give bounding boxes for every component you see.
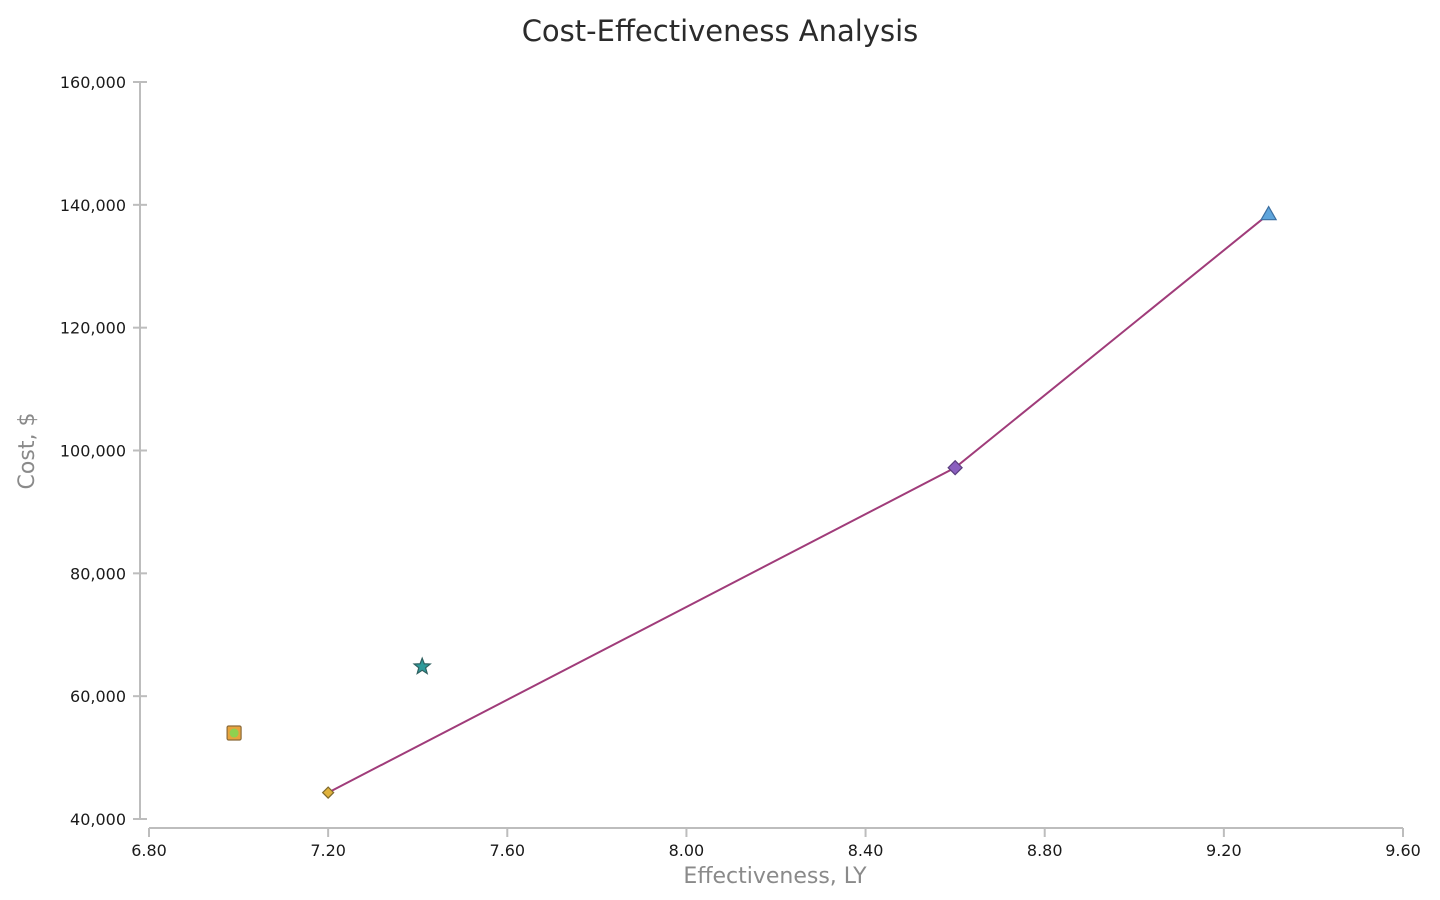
x-tick-label: 6.80 [131,841,167,860]
efficient-frontier-line [327,213,1270,794]
data-point-square [226,725,242,741]
x-tick-label: 7.60 [489,841,525,860]
y-ticks: 40,000 60,000 80,000 100,000 120,000 140,000 1… [60,73,147,829]
x-tick-label: 9.60 [1385,841,1421,860]
axes [139,82,1403,829]
y-tick-label: 100,000 [60,442,126,461]
y-tick-label: 60,000 [70,687,126,706]
data-point-triangle [1260,205,1278,221]
x-tick-label: 9.20 [1206,841,1242,860]
y-tick-label: 120,000 [60,319,126,338]
x-tick-label: 8.00 [669,841,705,860]
y-tick-label: 140,000 [60,196,126,215]
y-tick-label: 80,000 [70,564,126,583]
y-tick-label: 160,000 [60,73,126,92]
data-point-star [412,656,432,675]
y-tick-label: 40,000 [70,810,126,829]
x-tick-label: 7.20 [310,841,346,860]
chart-title: Cost-Effectiveness Analysis [522,14,919,48]
frontier-line [327,213,1270,794]
data-point-diamond [947,459,963,476]
x-axis-label: Effectiveness, LY [683,864,867,889]
data-point-small-diamond [321,786,335,799]
x-tick-label: 8.40 [848,841,884,860]
x-ticks: 6.80 7.20 7.60 8.00 8.40 8.80 9.20 9.60 [131,828,1421,860]
data-points [226,205,1278,799]
x-tick-label: 8.80 [1027,841,1063,860]
y-axis-label: Cost, $ [15,413,40,490]
square-marker-dot [229,728,239,738]
